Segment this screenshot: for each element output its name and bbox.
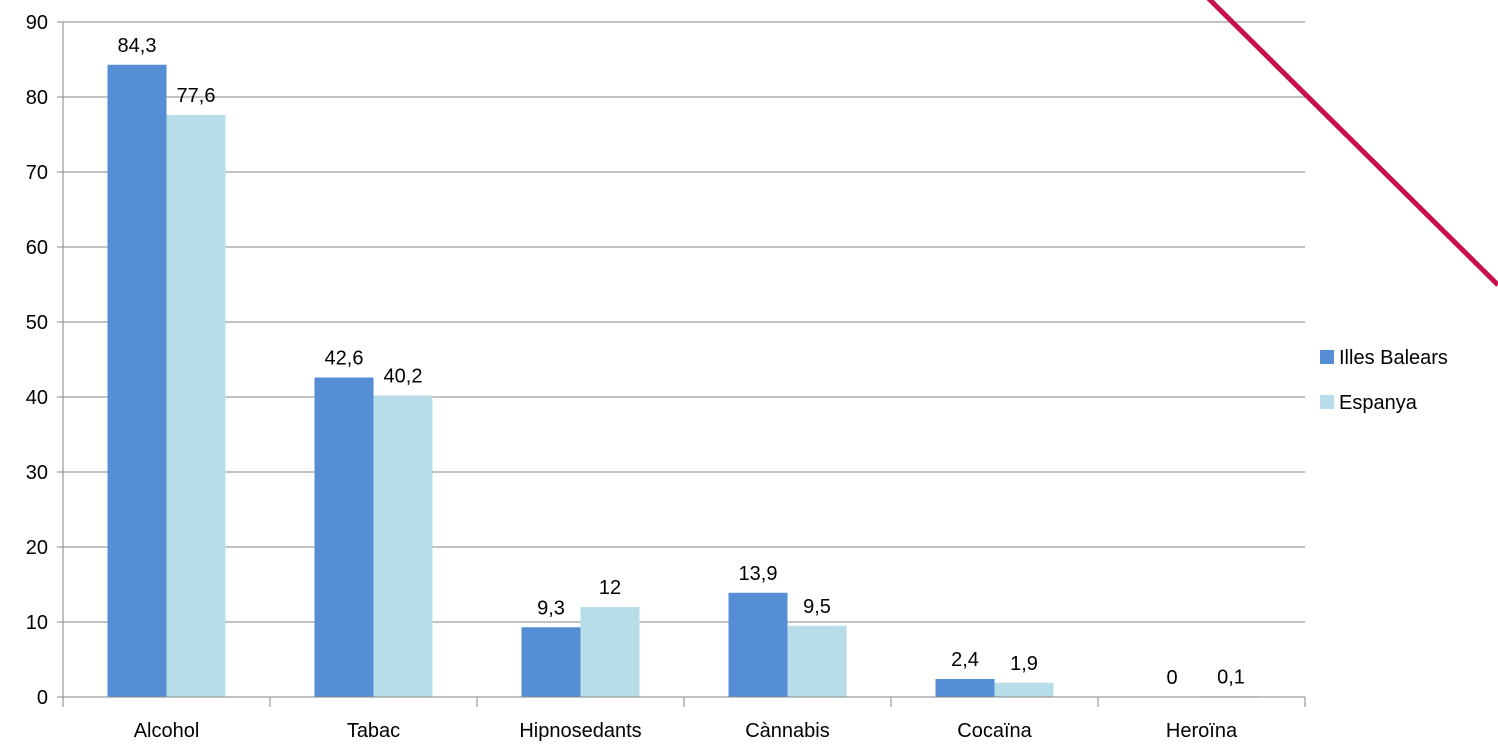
y-tick-label: 70 xyxy=(26,162,48,184)
legend-swatch xyxy=(1320,395,1334,409)
data-labels: 84,3 77,6 42,6 40,2 9,3 12 13,9 9,5 2,4 1,9 0 0,1 xyxy=(118,35,1245,689)
legend-label: Illes Balears xyxy=(1339,347,1448,369)
y-tick-label: 30 xyxy=(26,462,48,484)
data-label: 0,1 xyxy=(1217,666,1245,688)
y-tick-label: 90 xyxy=(26,12,48,34)
x-tick-label: Cànnabis xyxy=(745,720,830,742)
y-tick-label: 20 xyxy=(26,537,48,559)
data-label: 1,9 xyxy=(1010,653,1038,675)
y-tick-label: 0 xyxy=(37,687,48,709)
bar-espanya xyxy=(994,682,1054,697)
diagonal-annotation-line xyxy=(1206,0,1498,287)
y-tick-label: 60 xyxy=(26,237,48,259)
x-axis-tick-labels: Alcohol Tabac Hipnosedants Cànnabis Cocaïna H… xyxy=(134,720,1238,742)
data-label: 2,4 xyxy=(951,649,979,671)
legend-swatch xyxy=(1320,350,1334,364)
bar-espanya xyxy=(787,625,847,697)
x-tick-label: Heroïna xyxy=(1166,720,1238,742)
axes xyxy=(57,21,1306,707)
data-label: 9,5 xyxy=(803,596,831,618)
y-axis-tick-labels: 0 10 20 30 40 50 60 70 80 90 xyxy=(26,12,48,709)
bar-espanya xyxy=(373,395,433,697)
y-tick-label: 40 xyxy=(26,387,48,409)
data-label: 0 xyxy=(1166,667,1177,689)
data-label: 40,2 xyxy=(384,366,423,388)
y-tick-label: 50 xyxy=(26,312,48,334)
bars xyxy=(107,64,1261,697)
bar-espanya xyxy=(166,115,226,697)
annotation-overlay xyxy=(1206,0,1498,287)
data-label: 77,6 xyxy=(177,85,216,107)
bar-illes-balears xyxy=(107,64,167,697)
data-label: 84,3 xyxy=(118,35,157,57)
x-tick-label: Alcohol xyxy=(134,720,200,742)
bar-illes-balears xyxy=(521,627,581,697)
bar-espanya xyxy=(580,607,640,697)
legend-label: Espanya xyxy=(1339,392,1418,414)
data-label: 9,3 xyxy=(537,597,565,619)
bar-illes-balears xyxy=(728,592,788,697)
legend: Illes Balears Espanya xyxy=(1320,347,1448,414)
data-label: 13,9 xyxy=(739,563,778,585)
bar-illes-balears xyxy=(314,377,374,697)
x-tick-label: Hipnosedants xyxy=(519,720,641,742)
x-tick-label: Tabac xyxy=(347,720,400,742)
gridlines xyxy=(63,21,1305,623)
data-label: 12 xyxy=(599,577,621,599)
y-tick-label: 10 xyxy=(26,612,48,634)
bar-illes-balears xyxy=(935,679,995,697)
y-tick-label: 80 xyxy=(26,87,48,109)
data-label: 42,6 xyxy=(325,348,364,370)
x-tick-label: Cocaïna xyxy=(957,720,1032,742)
